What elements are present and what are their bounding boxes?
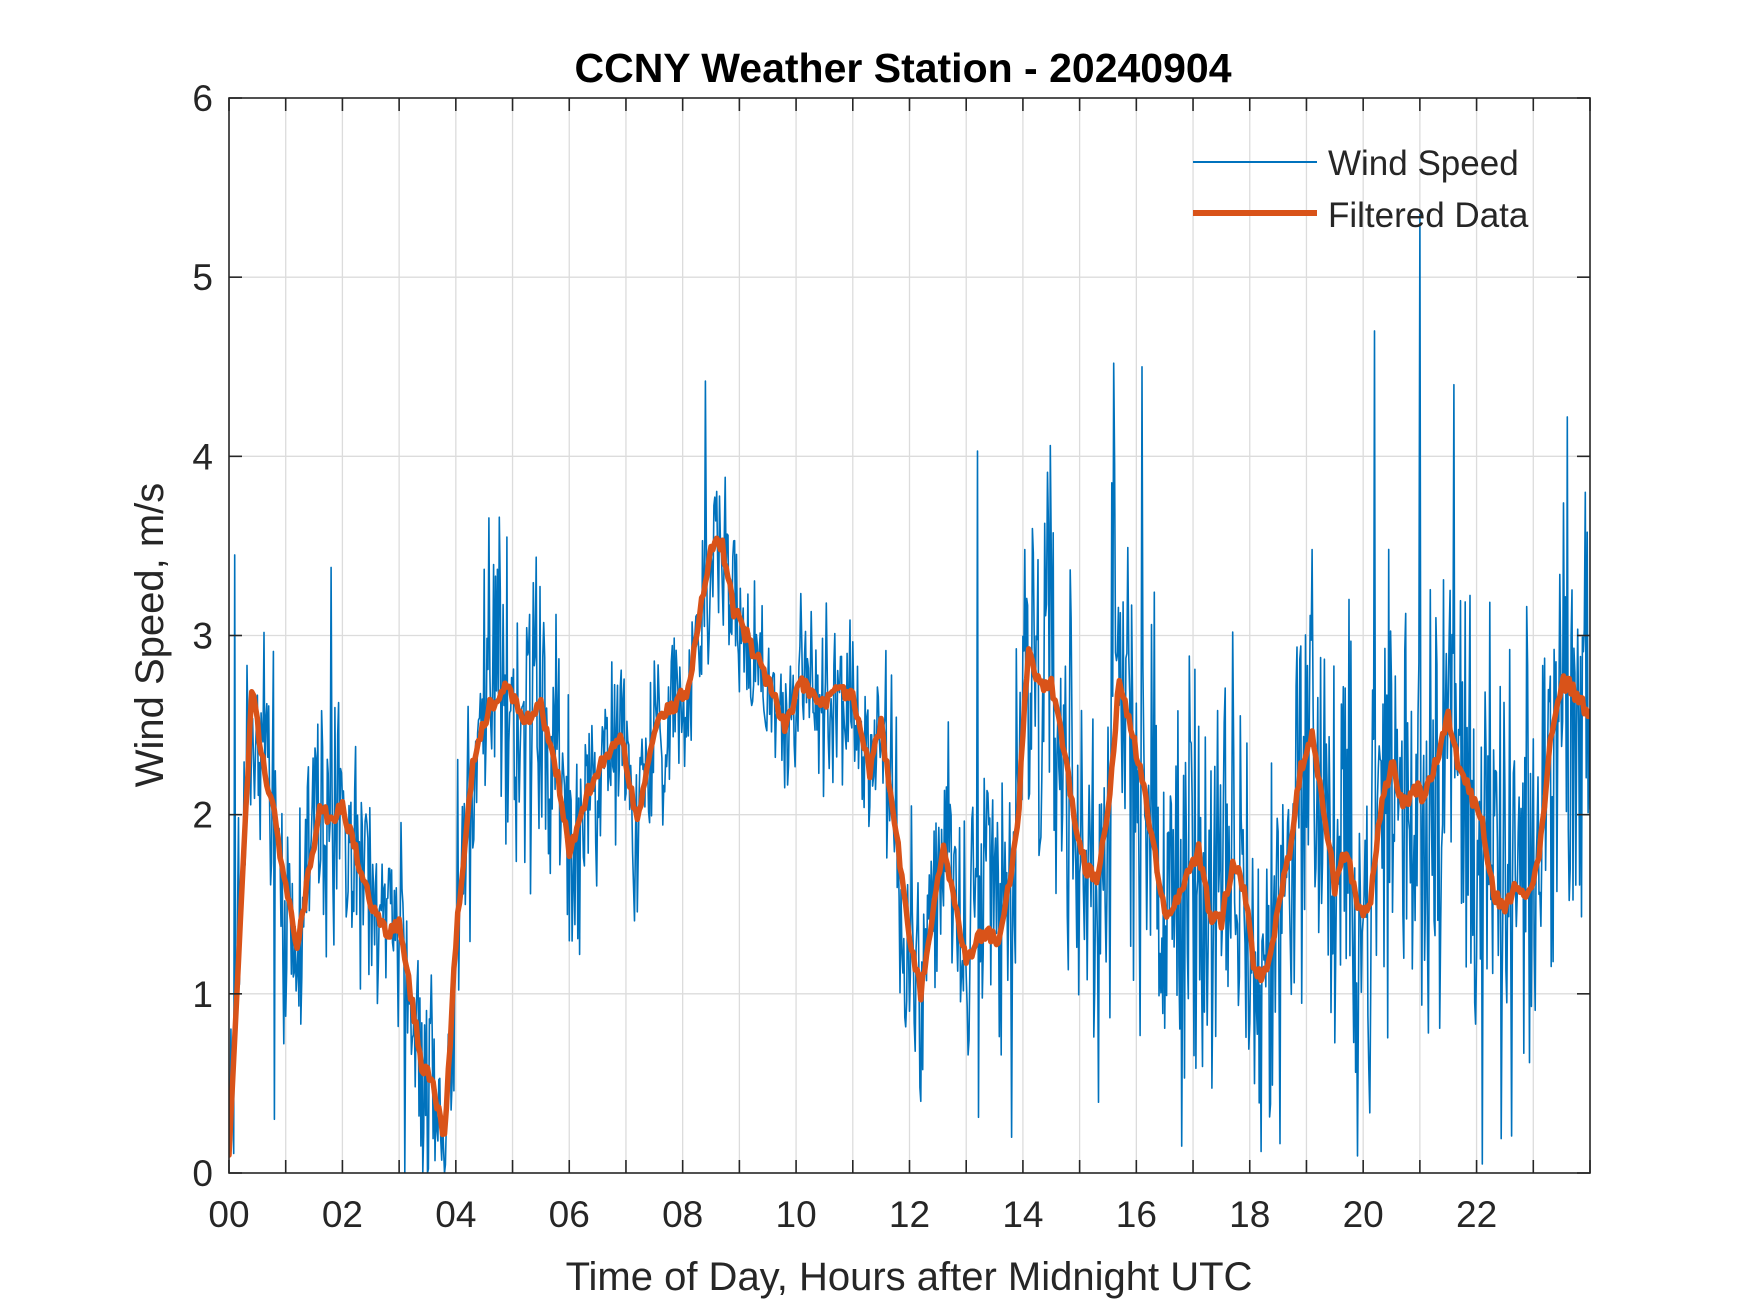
- y-tick-labels: 0 1 2 3 4 5 6: [192, 78, 213, 1194]
- legend-wind-speed-label: Wind Speed: [1328, 144, 1519, 183]
- y-tick-label: 4: [192, 436, 213, 477]
- y-tick-label: 2: [192, 795, 213, 836]
- y-tick-label: 0: [192, 1153, 213, 1194]
- y-axis-label: Wind Speed, m/s: [128, 483, 172, 788]
- x-tick-label: 10: [776, 1194, 817, 1235]
- x-tick-label: 08: [662, 1194, 703, 1235]
- x-tick-label: 16: [1116, 1194, 1157, 1235]
- legend: Wind Speed Filtered Data: [1193, 144, 1529, 235]
- x-tick-label: 00: [208, 1194, 249, 1235]
- x-tick-label: 02: [322, 1194, 363, 1235]
- legend-filtered-data-label: Filtered Data: [1328, 196, 1529, 235]
- x-tick-label: 20: [1343, 1194, 1384, 1235]
- filtered-data-line: [229, 535, 1590, 1158]
- chart-title: CCNY Weather Station - 20240904: [574, 45, 1231, 91]
- y-tick-label: 1: [192, 974, 213, 1015]
- y-tick-label: 5: [192, 257, 213, 298]
- x-axis-label: Time of Day, Hours after Midnight UTC: [566, 1255, 1253, 1299]
- y-tick-label: 3: [192, 616, 213, 657]
- x-tick-labels: 00 02 04 06 08 10 12 14 16 18 20 22: [208, 1194, 1497, 1235]
- x-tick-label: 06: [549, 1194, 590, 1235]
- x-tick-label: 12: [889, 1194, 930, 1235]
- x-tick-label: 22: [1456, 1194, 1497, 1235]
- axis-ticks: [228, 97, 1591, 1174]
- x-tick-label: 14: [1002, 1194, 1043, 1235]
- filtered-data-series: [229, 535, 1590, 1158]
- x-tick-label: 18: [1229, 1194, 1270, 1235]
- grid-lines: [229, 98, 1590, 1173]
- y-tick-label: 6: [192, 78, 213, 119]
- x-tick-label: 04: [435, 1194, 476, 1235]
